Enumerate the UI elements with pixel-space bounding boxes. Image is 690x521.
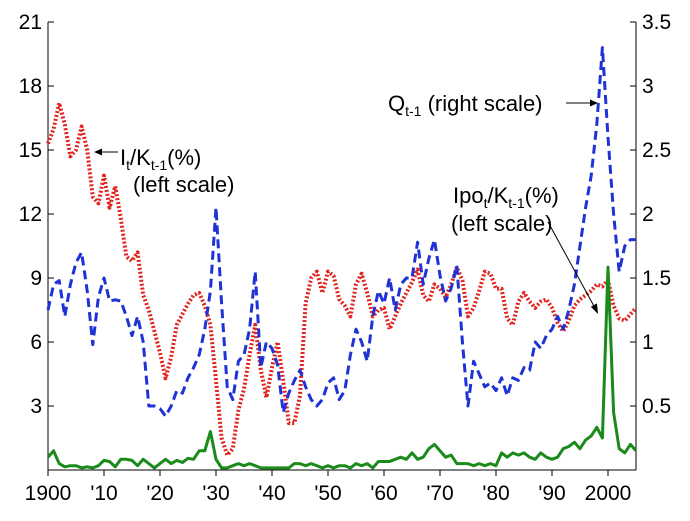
axes: 3 6 9 12 15 18 21 0.5 1 1.5 2 2.5 3 3.5 1900 '10 '20 '30 '… [19, 11, 672, 505]
right-axis-tick-label: 0.5 [642, 395, 671, 418]
ipo-annotation-line1: Ipot/Kt-1(%) [453, 183, 559, 211]
q-annotation-arrowhead [590, 99, 598, 107]
left-axis-tick-label: 21 [19, 11, 42, 34]
series-line-q [46, 46, 636, 418]
ipo-annotation-arrow [547, 221, 596, 309]
right-axis-tick-label: 3 [642, 75, 654, 98]
x-axis-tick-label: '60 [370, 482, 397, 505]
ipo-annotation: Ipot/Kt-1(%) (left scale) [451, 183, 598, 314]
ipo-annotation-line2: (left scale) [451, 211, 552, 236]
series-line-ipo [46, 265, 638, 470]
x-axis-tick-label: '70 [426, 482, 453, 505]
right-axis-tick-label: 1 [642, 331, 654, 354]
investment-annotation-arrowhead [94, 148, 102, 156]
left-axis-tick-label: 6 [30, 331, 42, 354]
x-axis-tick-label: '80 [482, 482, 509, 505]
x-axis-tick-label: '40 [258, 482, 285, 505]
left-axis-tick-label: 3 [30, 395, 42, 418]
series-group [46, 46, 638, 470]
left-axis-tick-label: 15 [19, 139, 42, 162]
left-axis-tick-label: 18 [19, 75, 42, 98]
x-axis-tick-label: '20 [146, 482, 173, 505]
x-axis-tick-label: 1900 [25, 482, 72, 505]
x-axis-tick-label: '30 [202, 482, 229, 505]
left-axis-tick-label: 9 [30, 267, 42, 290]
q-annotation-text: Qt-1 (right scale) [388, 91, 543, 119]
q-annotation: Qt-1 (right scale) [388, 91, 598, 119]
x-axis-tick-label: '10 [90, 482, 117, 505]
right-axis-tick-label: 3.5 [642, 11, 671, 34]
right-axis-tick-label: 2 [642, 203, 654, 226]
ipo-annotation-arrowhead [590, 303, 598, 314]
right-axis-tick-label: 1.5 [642, 267, 671, 290]
right-axis-tick-label: 2.5 [642, 139, 671, 162]
investment-annotation-line2: (left scale) [133, 172, 234, 197]
x-axis-tick-label: '50 [314, 482, 341, 505]
investment-annotation: It/Kt-1(%) (left scale) [94, 145, 234, 197]
series-line-investment [46, 101, 638, 458]
x-axis-tick-label: '90 [538, 482, 565, 505]
left-axis-tick-label: 12 [19, 203, 42, 226]
investment-annotation-line1: It/Kt-1(%) [120, 145, 201, 173]
x-axis-tick-label: 2000 [585, 482, 632, 505]
